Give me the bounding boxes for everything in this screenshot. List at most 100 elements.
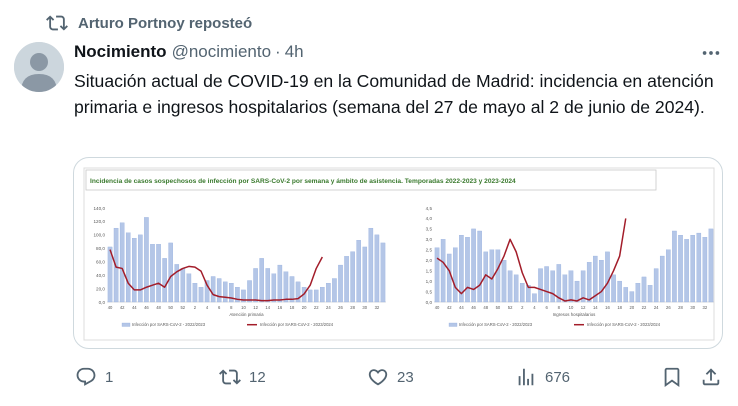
bar: [307, 289, 313, 303]
bar: [507, 270, 513, 303]
x-tick-label: 10: [241, 305, 246, 310]
reply-icon: [76, 367, 96, 386]
bar: [684, 239, 689, 303]
bar: [289, 276, 295, 303]
bar: [556, 264, 562, 303]
line-series-2023-2024: [109, 249, 323, 302]
x-tick-label: 4: [206, 305, 209, 310]
like-button[interactable]: 23: [367, 362, 414, 392]
bar: [659, 255, 665, 303]
bar: [611, 274, 616, 303]
share-button[interactable]: [700, 362, 722, 392]
separator-dot: ·: [275, 42, 281, 61]
y-tick-label: 4,5: [426, 206, 433, 211]
heart-icon: [368, 369, 388, 386]
legend-label-bar: Infección por SARS-CoV-2 - 2022/2023: [132, 322, 206, 327]
bar: [150, 244, 155, 303]
x-tick-label: 24: [654, 305, 659, 310]
tweet-media-image[interactable]: Incidencia de casos sospechosos de infec…: [73, 157, 723, 349]
y-tick-label: 0,0: [426, 300, 433, 305]
figure-title-box: [85, 169, 657, 191]
x-tick-label: 42: [120, 305, 125, 310]
bar: [538, 268, 543, 303]
author-name[interactable]: Nocimiento: [74, 42, 167, 61]
x-tick-label: 48: [156, 305, 161, 310]
hospital-admissions-chart: 0,00,51,01,52,02,53,03,54,04,540 42 44 46 48…: [426, 206, 714, 327]
bar: [229, 283, 234, 303]
bar: [198, 287, 204, 303]
bar: [138, 234, 143, 303]
x-tick-label: 2: [521, 305, 524, 310]
bar: [532, 293, 537, 303]
y-tick-label: 80,0: [96, 246, 105, 251]
repost-button[interactable]: 12: [219, 362, 266, 392]
bar: [253, 268, 258, 303]
bar: [125, 232, 131, 303]
x-tick-label: 42: [447, 305, 452, 310]
bar: [313, 289, 319, 303]
reply-button[interactable]: 1: [75, 362, 113, 392]
bar: [374, 234, 380, 303]
x-tick-label: 44: [459, 305, 464, 310]
repost-indicator[interactable]: Arturo Portnoy reposteó: [46, 12, 252, 34]
tweet-actions: 1 12 23 676: [0, 362, 738, 392]
tweet-timestamp[interactable]: 4h: [284, 42, 304, 61]
legend-swatch-bar: [448, 322, 458, 327]
x-tick-label: 46: [471, 305, 476, 310]
y-tick-label: 4,0: [426, 216, 433, 221]
bookmark-icon: [664, 367, 680, 388]
bar: [295, 281, 301, 303]
x-tick-label: 52: [180, 305, 185, 310]
bar: [119, 222, 125, 303]
bar: [174, 264, 180, 303]
x-tick-label: 30: [362, 305, 367, 310]
author-handle[interactable]: @nocimiento: [171, 42, 272, 61]
y-tick-label: 0,0: [99, 300, 106, 305]
x-tick-label: 44: [132, 305, 137, 310]
figure-title: Incidencia de casos sospechosos de infec…: [90, 178, 516, 185]
y-tick-label: 2,0: [426, 258, 433, 263]
bar: [580, 270, 586, 303]
views-button[interactable]: 676: [515, 362, 570, 392]
avatar[interactable]: [14, 42, 64, 92]
bar: [586, 262, 592, 303]
bar: [362, 246, 368, 303]
repost-icon: [219, 369, 241, 385]
x-tick-label: 50: [168, 305, 173, 310]
bar: [708, 228, 714, 303]
x-tick-label: 20: [629, 305, 634, 310]
x-tick-label: 18: [290, 305, 295, 310]
x-tick-label: 14: [265, 305, 270, 310]
y-tick-label: 1,0: [426, 279, 433, 284]
bar: [459, 235, 464, 303]
legend-label-bar: Infección por SARS-CoV-2 - 2022/2023: [459, 322, 533, 327]
x-tick-label: 32: [703, 305, 708, 310]
x-tick-label: 10: [569, 305, 574, 310]
bar: [526, 285, 531, 303]
bar: [222, 281, 228, 303]
x-tick-label: 16: [605, 305, 610, 310]
x-tick-label: 50: [496, 305, 501, 310]
bar: [265, 268, 271, 303]
x-tick-label: 6: [218, 305, 221, 310]
y-tick-label: 1,5: [426, 268, 433, 273]
covid-charts-figure: Incidencia de casos sospechosos de infec…: [83, 167, 715, 341]
bar: [235, 287, 240, 303]
y-tick-label: 3,5: [426, 227, 433, 232]
bar: [623, 287, 629, 303]
y-tick-label: 60,0: [96, 260, 105, 265]
x-tick-label: 22: [642, 305, 647, 310]
y-tick-label: 100,0: [94, 233, 106, 238]
bar: [132, 238, 137, 303]
y-tick-label: 2,5: [426, 248, 433, 253]
bar: [180, 268, 186, 303]
y-tick-label: 20,0: [96, 286, 105, 291]
bar: [434, 247, 440, 303]
y-tick-label: 140,0: [94, 206, 106, 211]
bar: [453, 247, 458, 303]
bookmark-button[interactable]: [661, 362, 683, 392]
legend-swatch-bar: [121, 322, 131, 327]
more-options-icon[interactable]: [700, 42, 722, 64]
x-tick-label: 12: [253, 305, 258, 310]
